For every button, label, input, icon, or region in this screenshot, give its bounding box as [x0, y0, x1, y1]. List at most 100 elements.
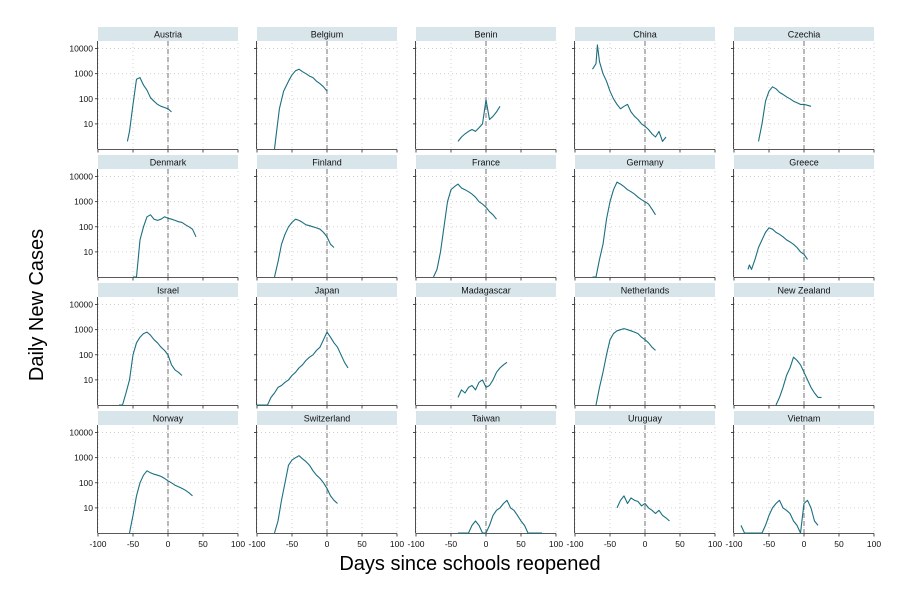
panel-title: Finland [312, 158, 342, 168]
x-tick-label: 50 [675, 539, 685, 549]
panel-madagascar: Madagascar [413, 283, 557, 409]
x-tick-label: 50 [834, 539, 844, 549]
panel-header [98, 155, 238, 169]
panel-title: Austria [154, 30, 182, 40]
panel-title: Germany [626, 158, 664, 168]
x-tick-label: 100 [390, 539, 404, 549]
panel-uruguay: Uruguay -100 -50 0 50 100 [566, 411, 722, 549]
series-line [592, 181, 656, 278]
x-tick-label: 100 [708, 539, 722, 549]
x-tick-label: -50 [763, 539, 776, 549]
series-line [592, 44, 667, 142]
x-tick-label: 0 [802, 539, 807, 549]
panel-title: Netherlands [621, 286, 670, 296]
panel-title: Vietnam [788, 414, 821, 424]
panel-netherlands: Netherlands [572, 283, 716, 409]
y-tick-label: 10 [84, 247, 94, 257]
series-line [747, 227, 808, 270]
series-line [595, 328, 656, 406]
panel-header [575, 27, 715, 41]
y-axis-label: Daily New Cases [26, 229, 48, 381]
series-line [273, 218, 335, 278]
panel-austria: Austria 10 100 1000 10000 [69, 27, 239, 153]
panel-finland: Finland [254, 155, 398, 281]
series-line [616, 495, 670, 522]
panel-header [257, 27, 397, 41]
panel-header [416, 27, 556, 41]
x-tick-label: 100 [867, 539, 881, 549]
series-line [133, 214, 197, 278]
panel-title: China [633, 30, 657, 40]
panel-header [734, 155, 874, 169]
y-tick-label: 1000 [74, 197, 93, 207]
panel-vietnam: Vietnam -100 -50 0 50 100 [725, 411, 881, 549]
x-tick-label: 100 [549, 539, 563, 549]
series-line [257, 331, 349, 406]
y-tick-label: 100 [79, 350, 93, 360]
panel-header [416, 411, 556, 425]
series-line [757, 86, 812, 142]
panel-norway: Norway 10 100 1000 10000 -100 -50 0 50 100 [69, 411, 245, 549]
x-tick-label: -100 [725, 539, 742, 549]
series-line [433, 183, 497, 278]
panel-title: Benin [474, 30, 497, 40]
x-tick-label: -100 [407, 539, 424, 549]
panel-title: Switzerland [304, 414, 351, 424]
panel-title: Czechia [788, 30, 821, 40]
panel-benin: Benin [413, 27, 557, 153]
panel-header [734, 411, 874, 425]
series-line [273, 455, 338, 534]
y-tick-label: 10 [84, 503, 94, 513]
panel-japan: Japan [254, 283, 398, 409]
x-tick-label: -100 [566, 539, 583, 549]
series-line [457, 361, 508, 398]
y-tick-label: 1000 [74, 325, 93, 335]
y-tick-label: 10 [84, 375, 94, 385]
series-line [126, 77, 172, 142]
y-tick-label: 100 [79, 94, 93, 104]
panel-header [575, 155, 715, 169]
x-tick-label: -100 [89, 539, 106, 549]
panel-france: France [413, 155, 557, 281]
y-tick-label: 100 [79, 222, 93, 232]
panel-header [734, 283, 874, 297]
panel-header [98, 27, 238, 41]
panel-header [734, 27, 874, 41]
x-axis-label: Days since schools reopened [339, 553, 600, 575]
panel-czechia: Czechia [731, 27, 875, 153]
panel-belgium: Belgium [254, 27, 398, 153]
y-tick-label: 10000 [69, 300, 93, 310]
panel-denmark: Denmark 10 100 1000 10000 [69, 155, 239, 281]
x-tick-label: 50 [198, 539, 208, 549]
series-line [775, 356, 822, 406]
panel-header [575, 283, 715, 297]
panel-header [575, 411, 715, 425]
panel-title: Japan [315, 286, 340, 296]
panel-header [416, 155, 556, 169]
panel-header [98, 411, 238, 425]
x-tick-label: -50 [127, 539, 140, 549]
panel-new-zealand: New Zealand [731, 283, 875, 409]
series-line [457, 99, 501, 142]
panel-israel: Israel 10 100 1000 10000 [69, 283, 239, 409]
panel-title: New Zealand [777, 286, 830, 296]
x-tick-label: -50 [604, 539, 617, 549]
series-line [128, 470, 193, 534]
y-tick-label: 1000 [74, 453, 93, 463]
panel-title: Uruguay [628, 414, 663, 424]
x-tick-label: -50 [286, 539, 299, 549]
panel-title: Belgium [311, 30, 344, 40]
panel-title: Norway [153, 414, 184, 424]
panel-header [416, 283, 556, 297]
x-tick-label: -100 [248, 539, 265, 549]
panel-title: Greece [789, 158, 819, 168]
x-tick-label: 50 [516, 539, 526, 549]
panel-header [257, 411, 397, 425]
panel-greece: Greece [731, 155, 875, 281]
x-tick-label: -50 [445, 539, 458, 549]
x-tick-label: 0 [325, 539, 330, 549]
series-line [458, 499, 542, 534]
panel-header [257, 283, 397, 297]
panel-title: Israel [157, 286, 179, 296]
